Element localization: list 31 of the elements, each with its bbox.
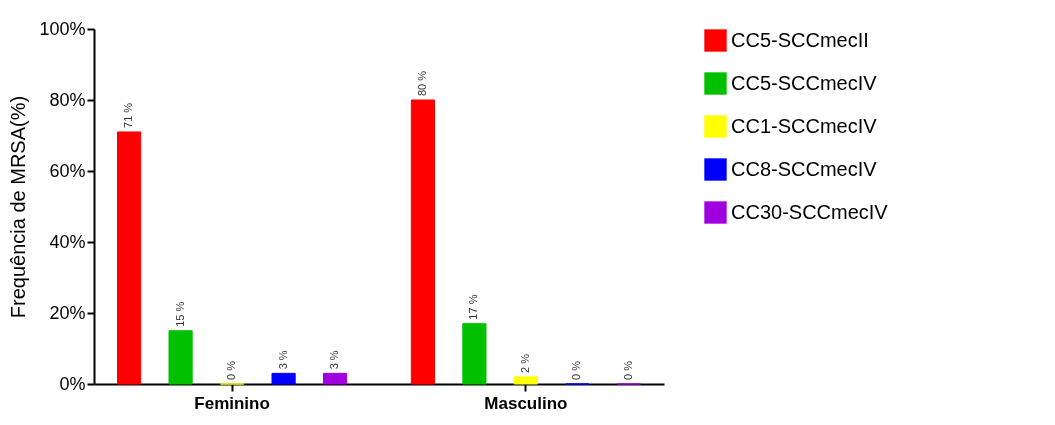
y-tick-label: 20% bbox=[49, 302, 86, 323]
legend-label: CC1-SCCmecIV bbox=[731, 114, 878, 137]
legend-label: CC5-SCCmecIV bbox=[731, 71, 878, 94]
data-label: 3 % bbox=[276, 350, 289, 370]
data-label: 2 % bbox=[518, 353, 531, 373]
bar bbox=[462, 323, 487, 385]
data-label: 71 % bbox=[122, 102, 135, 128]
legend-label: CC8-SCCmecIV bbox=[731, 157, 878, 180]
bar bbox=[271, 372, 296, 385]
data-label: 80 % bbox=[415, 70, 428, 96]
legend-label: CC30-SCCmecIV bbox=[731, 200, 889, 223]
y-tick-label: 40% bbox=[49, 231, 86, 252]
y-tick-label: 80% bbox=[49, 89, 86, 110]
bar bbox=[117, 131, 142, 385]
bar bbox=[410, 99, 435, 385]
data-label: 0 % bbox=[621, 360, 634, 380]
data-label: 17 % bbox=[467, 294, 480, 320]
bar bbox=[513, 376, 538, 385]
data-label: 0 % bbox=[225, 360, 238, 380]
bar bbox=[323, 372, 348, 385]
data-label: 15 % bbox=[173, 301, 186, 327]
y-tick-label: 60% bbox=[49, 160, 86, 181]
data-label: 3 % bbox=[328, 350, 341, 370]
y-axis-title: Frequência de MRSA(%) bbox=[7, 95, 30, 319]
y-tick-label: 100% bbox=[39, 18, 86, 39]
x-tick-label: Feminino bbox=[194, 393, 270, 413]
legend-label: CC5-SCCmecII bbox=[731, 28, 869, 51]
bar bbox=[168, 330, 193, 385]
y-tick-label: 0% bbox=[59, 373, 86, 394]
data-label: 0 % bbox=[570, 360, 583, 380]
x-tick-label: Masculino bbox=[484, 393, 568, 413]
